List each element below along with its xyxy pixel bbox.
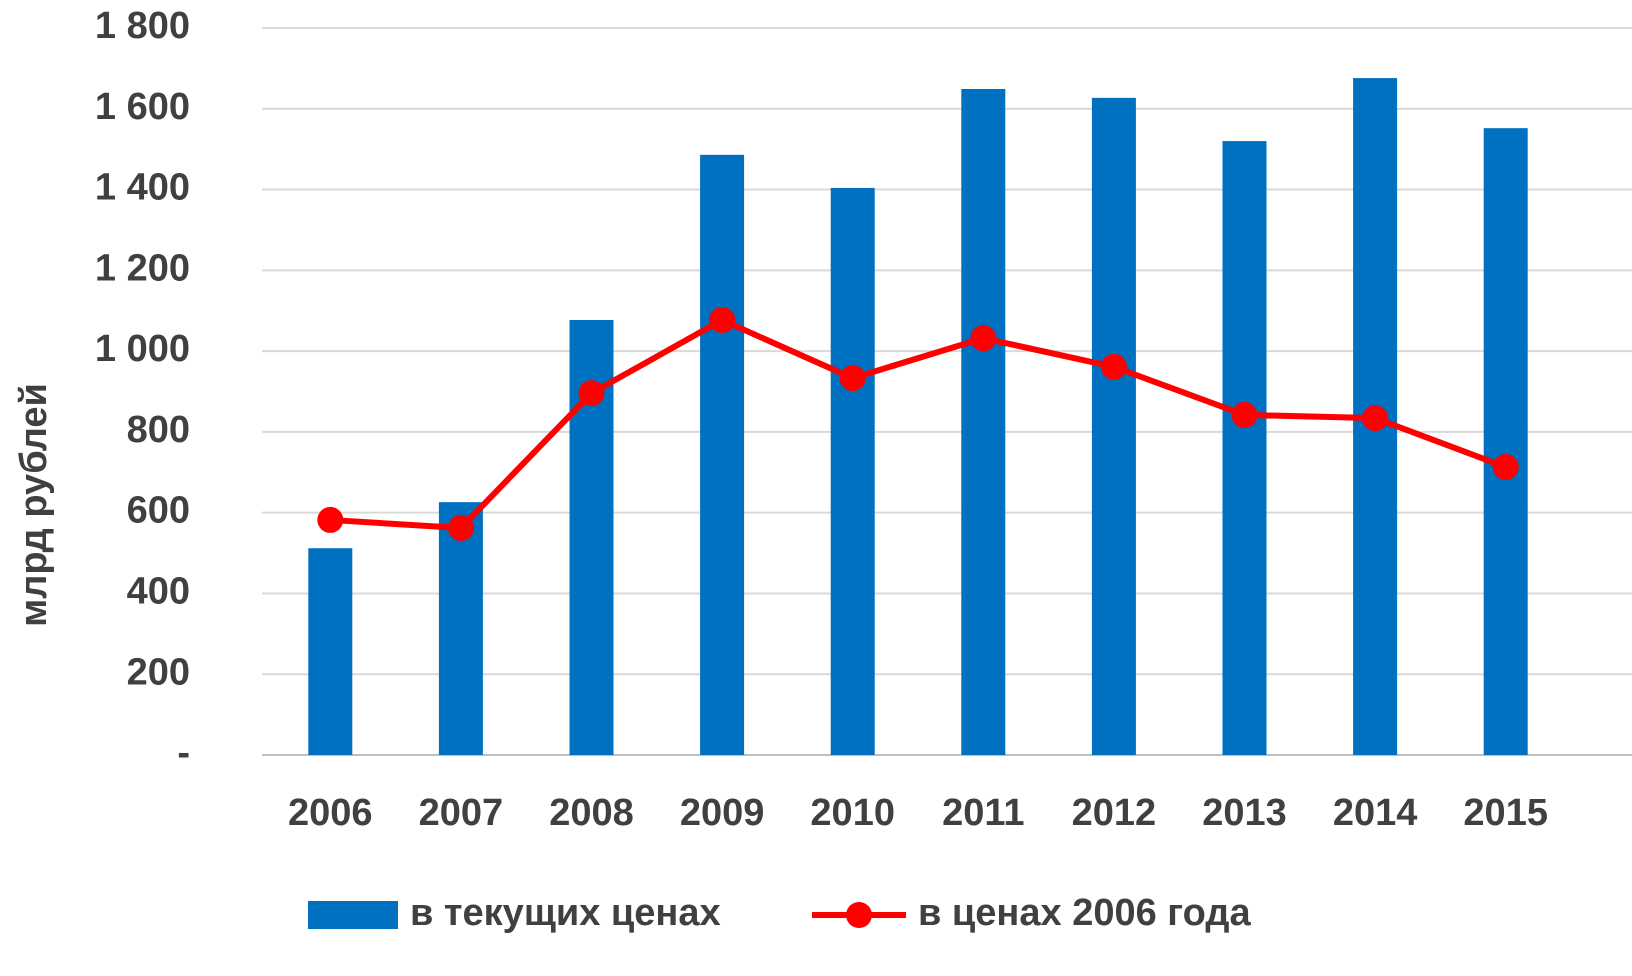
y-axis-label: млрд рублей bbox=[13, 383, 55, 627]
marker bbox=[970, 325, 997, 352]
y-tick-label: 1 000 bbox=[95, 328, 190, 370]
bar bbox=[1483, 128, 1528, 756]
marker bbox=[1362, 405, 1389, 432]
marker bbox=[1231, 401, 1258, 428]
legend-label: в текущих ценах bbox=[410, 892, 721, 934]
y-tick-label: 600 bbox=[127, 490, 190, 532]
marker bbox=[709, 307, 736, 334]
marker bbox=[317, 506, 344, 533]
y-tick-label: - bbox=[177, 732, 190, 774]
x-tick-label: 2014 bbox=[1333, 792, 1418, 834]
y-tick-label: 1 800 bbox=[95, 5, 190, 47]
x-tick-label: 2010 bbox=[810, 792, 895, 834]
x-tick-label: 2015 bbox=[1463, 792, 1548, 834]
y-tick-label: 200 bbox=[127, 651, 190, 693]
bar bbox=[308, 548, 353, 755]
bar bbox=[700, 154, 745, 755]
y-tick-label: 1 200 bbox=[95, 247, 190, 289]
bar bbox=[961, 88, 1006, 755]
x-tick-label: 2007 bbox=[419, 792, 504, 834]
x-tick-label: 2012 bbox=[1072, 792, 1157, 834]
legend-label: в ценах 2006 года bbox=[918, 892, 1251, 934]
y-tick-label: 1 400 bbox=[95, 167, 190, 209]
legend-swatch bbox=[846, 902, 872, 928]
marker bbox=[578, 380, 605, 407]
x-tick-label: 2008 bbox=[549, 792, 634, 834]
bar bbox=[1091, 97, 1136, 755]
marker bbox=[839, 365, 866, 392]
marker bbox=[447, 515, 474, 542]
x-tick-label: 2011 bbox=[942, 792, 1024, 834]
bar bbox=[1222, 141, 1267, 756]
legend-swatch bbox=[308, 901, 398, 929]
bar bbox=[438, 502, 483, 755]
bar bbox=[830, 187, 875, 755]
x-tick-label: 2013 bbox=[1202, 792, 1287, 834]
y-tick-label: 400 bbox=[127, 570, 190, 612]
y-tick-label: 800 bbox=[127, 409, 190, 451]
marker bbox=[1100, 353, 1127, 380]
x-tick-label: 2006 bbox=[288, 792, 373, 834]
x-tick-label: 2009 bbox=[680, 792, 765, 834]
y-tick-label: 1 600 bbox=[95, 86, 190, 128]
marker bbox=[1492, 454, 1519, 481]
line bbox=[330, 316, 1507, 532]
